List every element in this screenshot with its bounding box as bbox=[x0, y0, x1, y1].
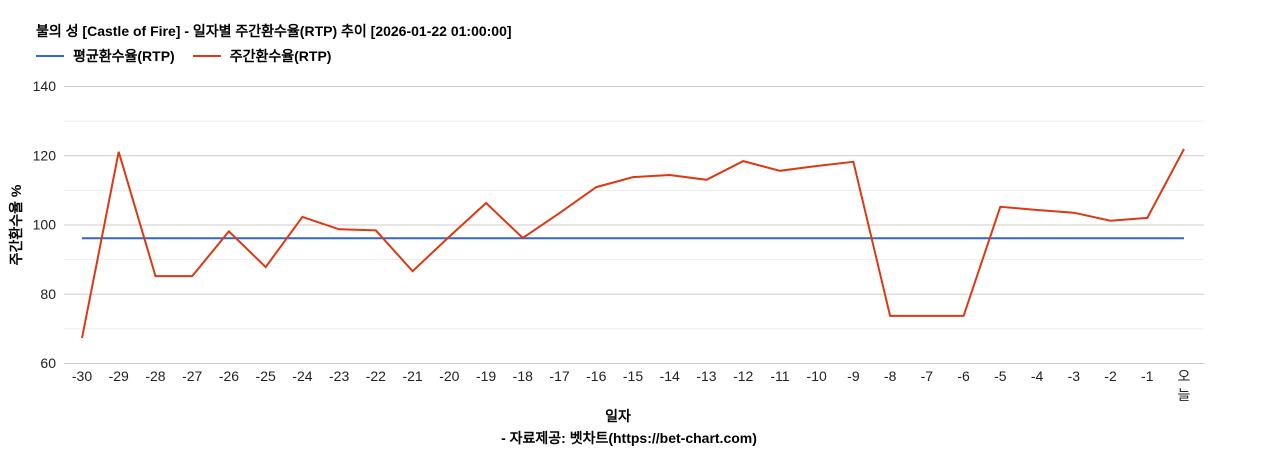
x-tick-label: -8 bbox=[884, 368, 897, 384]
x-tick-label: -27 bbox=[182, 368, 202, 384]
legend-swatch-weekly-icon bbox=[192, 55, 221, 57]
x-tick-label: -16 bbox=[586, 368, 606, 384]
x-tick-label: -7 bbox=[921, 368, 934, 384]
x-tick-label: -22 bbox=[366, 368, 386, 384]
y-tick-label: 60 bbox=[40, 355, 56, 371]
x-tick-label: -26 bbox=[219, 368, 239, 384]
chart-title: 불의 성 [Castle of Fire] - 일자별 주간환수율(RTP) 추… bbox=[36, 23, 512, 39]
x-tick-label: -21 bbox=[402, 368, 422, 384]
y-axis-label: 주간환수율 % bbox=[8, 184, 24, 265]
x-tick-label: -3 bbox=[1068, 368, 1081, 384]
x-tick-label: 오 bbox=[1178, 368, 1191, 384]
y-axis-ticks: 60 80 100 120 140 bbox=[33, 78, 57, 371]
chart-legend: 평균환수율(RTP) 주간환수율(RTP) bbox=[36, 46, 347, 66]
legend-item-weekly-rtp[interactable]: 주간환수율(RTP) bbox=[192, 46, 332, 66]
x-tick-label: -19 bbox=[476, 368, 496, 384]
x-tick-label: -9 bbox=[847, 368, 860, 384]
x-tick-label: 늘 bbox=[1178, 387, 1191, 403]
x-axis-label: 일자 bbox=[605, 408, 631, 424]
x-tick-label: -4 bbox=[1031, 368, 1044, 384]
x-tick-label: -10 bbox=[807, 368, 827, 384]
x-tick-label: -13 bbox=[696, 368, 716, 384]
x-tick-label: -1 bbox=[1141, 368, 1154, 384]
x-tick-label: -5 bbox=[994, 368, 1007, 384]
x-tick-label: -14 bbox=[660, 368, 680, 384]
x-tick-label: -2 bbox=[1104, 368, 1117, 384]
x-tick-label: -18 bbox=[513, 368, 533, 384]
x-tick-label: -6 bbox=[957, 368, 970, 384]
x-tick-label: -30 bbox=[72, 368, 92, 384]
legend-label-average: 평균환수율(RTP) bbox=[73, 48, 175, 64]
y-tick-label: 140 bbox=[33, 78, 57, 94]
x-tick-label: -25 bbox=[256, 368, 276, 384]
x-tick-label: -24 bbox=[292, 368, 312, 384]
gridlines bbox=[64, 86, 1204, 364]
x-tick-label: -12 bbox=[733, 368, 753, 384]
source-text: - 자료제공: 벳차트(https://bet-chart.com) bbox=[501, 430, 757, 446]
x-tick-label: -28 bbox=[145, 368, 165, 384]
legend-swatch-average-icon bbox=[36, 55, 64, 57]
y-tick-label: 100 bbox=[33, 217, 57, 233]
x-tick-label: -17 bbox=[549, 368, 569, 384]
legend-label-weekly: 주간환수율(RTP) bbox=[229, 48, 332, 64]
x-axis-ticks: -30 -29 -28 -27 -26 -25 -24 -23 -22 -21 -20 -19 -18-… bbox=[72, 368, 1191, 403]
data-series bbox=[81, 148, 1185, 339]
x-tick-label: -20 bbox=[439, 368, 459, 384]
y-tick-label: 120 bbox=[33, 147, 57, 163]
x-tick-label: -15 bbox=[623, 368, 643, 384]
x-tick-label: -11 bbox=[770, 368, 789, 384]
x-tick-label: -23 bbox=[329, 368, 349, 384]
legend-item-average-rtp[interactable]: 평균환수율(RTP) bbox=[36, 46, 175, 66]
x-tick-label: -29 bbox=[109, 368, 129, 384]
data-source-note: - 자료제공: 벳차트(https://bet-chart.com) bbox=[0, 428, 1268, 448]
weekly-rtp-line[interactable] bbox=[81, 148, 1185, 339]
y-tick-label: 80 bbox=[40, 286, 56, 302]
